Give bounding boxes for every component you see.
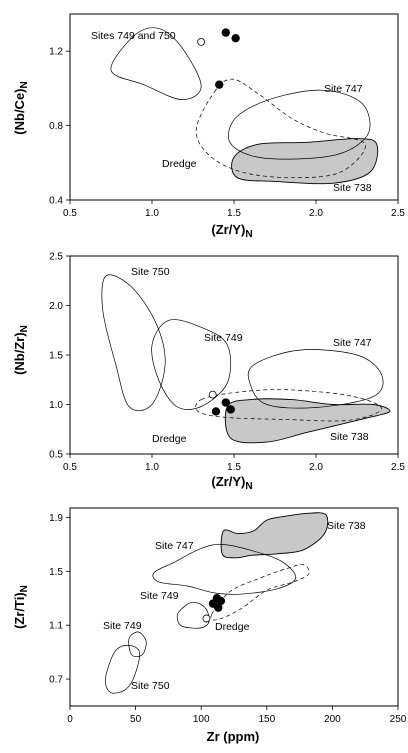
annotation-dredge: Dredge: [162, 158, 197, 170]
field-site-750: [104, 645, 141, 694]
y-tick-label: 1.2: [49, 47, 63, 58]
annotation-site-749: Site 749: [204, 332, 243, 344]
panel-nbce-vs-zry: 0.5 1.0 1.5 2.0 2.5 0.4 0.8 1.2 Sites 749 and …: [12, 13, 405, 240]
y-axis-label: (Nb/Ce)N: [12, 81, 30, 134]
y-axis-label: (Nb/Zr)N: [12, 325, 30, 375]
x-axis-label: Zr (ppm): [207, 729, 260, 744]
point-filled: [231, 33, 240, 43]
annotation-dredge: Dredge: [152, 433, 187, 445]
plot-frame: [69, 507, 399, 707]
y-tick-label: 1.1: [49, 621, 63, 632]
field-sites-749-and-750: [110, 27, 202, 100]
panel-nbzr-vs-zry: 0.5 1.0 1.5 2.0 2.5 0.5 1.0 1.5 2.0 2.5 Site 750…: [12, 252, 405, 493]
annotation-site-747: Site 747: [155, 540, 194, 552]
y-tick-label: 1.5: [49, 351, 63, 362]
point-open: [197, 38, 206, 46]
x-tick-label: 100: [193, 714, 210, 725]
point-filled: [216, 596, 226, 606]
field-site-750: [101, 274, 166, 411]
point-filled: [221, 28, 230, 37]
x-tick-label: 50: [130, 714, 142, 725]
point-open: [208, 390, 217, 399]
field-site-738: [231, 138, 379, 185]
annotation-site-750: Site 750: [131, 680, 170, 692]
annotation-site-747: Site 747: [324, 83, 363, 95]
annotation-site-738: Site 738: [327, 520, 366, 532]
point-filled: [226, 405, 235, 414]
x-tick-label: 0.5: [63, 208, 77, 219]
y-tick-label: 0.8: [49, 121, 63, 132]
y-tick-label: 1.0: [49, 400, 63, 411]
field-site-749: [128, 631, 147, 658]
y-tick-label: 1.9: [49, 513, 63, 524]
x-tick-label: 2.5: [391, 462, 405, 473]
field-site-738: [224, 398, 391, 444]
field-site-738: [220, 512, 329, 559]
x-tick-label: 2.5: [391, 208, 405, 219]
x-tick-label: 1.0: [145, 462, 159, 473]
x-tick-label: 1.5: [227, 462, 241, 473]
x-axis-label: (Zr/Y)N: [211, 222, 252, 240]
x-axis-label: (Zr/Y)N: [211, 474, 252, 492]
annotation-site-750: Site 750: [131, 266, 170, 278]
x-tick-label: 250: [390, 714, 407, 725]
annotation-dredge: Dredge: [215, 621, 250, 633]
annotation-site-738: Site 738: [330, 431, 369, 443]
x-tick-label: 200: [324, 714, 341, 725]
x-tick-label: 1.5: [227, 208, 241, 219]
point-filled: [221, 398, 230, 407]
field-site-747: [152, 543, 297, 595]
x-tick-label: 0.5: [63, 462, 77, 473]
y-tick-label: 0.4: [49, 196, 63, 207]
annotation-site-749-lower: Site 749: [103, 620, 142, 632]
y-tick-label: 2.0: [49, 301, 63, 312]
y-axis-label: (Zr/Ti)N: [12, 585, 30, 629]
annotation-sites-749-750: Sites 749 and 750: [91, 30, 176, 42]
panel-zrti-vs-zr: 0 50 100 150 200 250 0.7 1.1 1.5 1.9 Site 738 Si…: [12, 507, 407, 744]
y-tick-label: 0.5: [49, 450, 63, 461]
field-dredge: [195, 389, 382, 422]
y-tick-label: 0.7: [49, 675, 63, 686]
field-dredge: [195, 78, 366, 179]
point-filled: [211, 407, 221, 416]
x-tick-label: 0: [67, 714, 73, 725]
x-tick-label: 2.0: [309, 462, 323, 473]
y-tick-label: 2.5: [49, 252, 63, 263]
point-open: [202, 614, 211, 623]
annotation-site-747: Site 747: [333, 337, 372, 349]
field-dredge: [210, 564, 310, 621]
y-tick-label: 1.5: [49, 567, 63, 578]
x-tick-label: 150: [258, 714, 275, 725]
field-site-749: [151, 319, 232, 410]
point-filled: [215, 80, 224, 89]
annotation-site-738: Site 738: [333, 182, 372, 194]
field-site-747: [228, 89, 371, 160]
field-site-749: [176, 601, 210, 629]
annotation-site-749-upper: Site 749: [140, 590, 179, 602]
x-tick-label: 1.0: [145, 208, 159, 219]
x-tick-label: 2.0: [309, 208, 323, 219]
point-filled: [214, 603, 223, 612]
